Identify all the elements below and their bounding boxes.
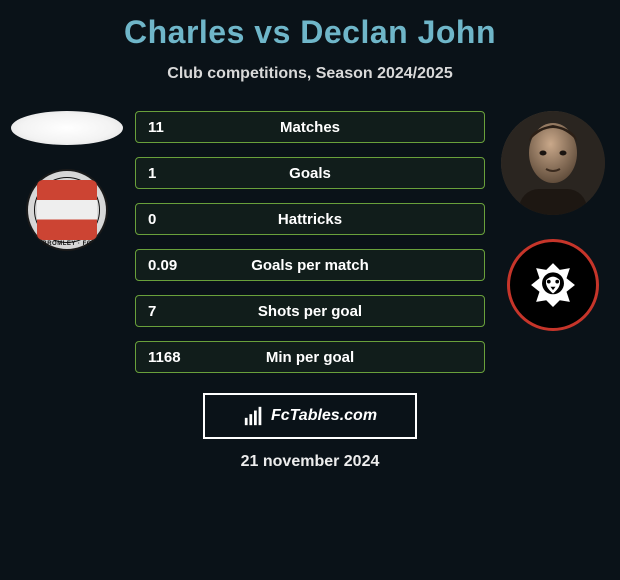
stat-value: 11: [148, 119, 164, 136]
stat-value: 1: [148, 165, 156, 182]
brand-box: FcTables.com: [203, 393, 417, 439]
stat-label: Goals per match: [136, 257, 484, 274]
stat-value: 1168: [148, 349, 181, 366]
badge-text: BROMLEY · FC: [28, 241, 106, 247]
bars-icon: [243, 405, 265, 427]
right-club-badge: [507, 239, 599, 331]
stat-bar-goals: 1 Goals: [135, 157, 485, 189]
stat-label: Shots per goal: [136, 303, 484, 320]
stat-value: 0.09: [148, 257, 177, 274]
bromley-shield-icon: [37, 180, 97, 240]
stat-label: Matches: [136, 119, 484, 136]
footer-date: 21 november 2024: [241, 453, 380, 471]
brand-text: FcTables.com: [271, 407, 377, 425]
stat-bar-shots-per-goal: 7 Shots per goal: [135, 295, 485, 327]
subtitle: Club competitions, Season 2024/2025: [167, 65, 452, 83]
stat-bar-goals-per-match: 0.09 Goals per match: [135, 249, 485, 281]
page-title: Charles vs Declan John: [124, 14, 496, 51]
stat-bar-min-per-goal: 1168 Min per goal: [135, 341, 485, 373]
stat-label: Min per goal: [136, 349, 484, 366]
stat-label: Hattricks: [136, 211, 484, 228]
left-player-avatar: [11, 111, 123, 145]
right-player-avatar: [501, 111, 605, 215]
stats-column: 11 Matches 1 Goals 0 Hattricks 0.09 Goal…: [135, 111, 485, 373]
stat-value: 7: [148, 303, 156, 320]
stat-bar-matches: 11 Matches: [135, 111, 485, 143]
left-club-badge: BROMLEY · FC: [26, 169, 108, 251]
right-player-column: [493, 111, 613, 331]
player-photo-icon: [501, 111, 605, 215]
stat-label: Goals: [136, 165, 484, 182]
left-player-column: BROMLEY · FC: [7, 111, 127, 251]
stat-value: 0: [148, 211, 156, 228]
stat-bar-hattricks: 0 Hattricks: [135, 203, 485, 235]
comparison-row: BROMLEY · FC 11 Matches 1 Goals 0 Hattri…: [0, 111, 620, 373]
lion-icon: [526, 258, 580, 312]
